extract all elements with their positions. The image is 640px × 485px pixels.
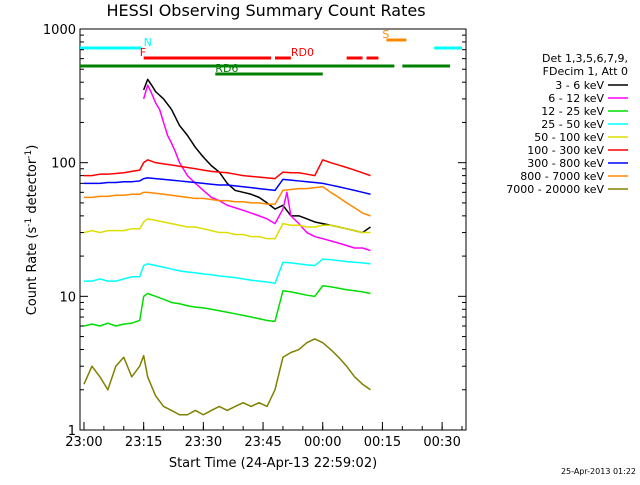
- x-tick-label-5: 00:15: [364, 435, 401, 450]
- x-tick-label-6: 00:30: [423, 435, 460, 450]
- chart-title: HESSI Observing Summary Count Rates: [106, 1, 425, 20]
- x-axis: 23:00 23:15 23:30 23:45 00:00 00:15 00:30: [65, 422, 463, 450]
- y-tick-label-2: 100: [51, 157, 76, 172]
- series-line-4: [83, 218, 371, 240]
- x-tick-label-1: 23:15: [125, 435, 162, 450]
- legend-header-line-1: Det 1,3,5,6,7,9,: [542, 52, 628, 65]
- y-axis-label-end: ): [25, 145, 40, 150]
- legend: Det 1,3,5,6,7,9, FDecim 1, Att 0 3 - 6 k…: [506, 52, 628, 196]
- x-tick-label-2: 23:30: [185, 435, 222, 450]
- series-line-1: [142, 84, 371, 252]
- y-axis-label-sup1: -1: [24, 218, 34, 227]
- legend-label-7: 800 - 7000 keV: [520, 170, 604, 183]
- y-tick-label-3: 1000: [43, 23, 76, 38]
- y-tick-label-1: 10: [59, 290, 76, 305]
- flag-layer: NF RD0 S RD6: [80, 28, 463, 76]
- series-layer: [83, 78, 371, 416]
- legend-label-3: 25 - 50 keV: [541, 118, 604, 131]
- x-tick-label-3: 23:45: [244, 435, 281, 450]
- plot-frame: [79, 28, 467, 431]
- x-axis-label: Start Time (24-Apr-13 22:59:02): [169, 456, 377, 471]
- series-line-8: [83, 338, 371, 416]
- y-axis: 1 10 100 1000: [43, 23, 466, 439]
- series-line-2: [83, 284, 371, 327]
- series-line-3: [83, 258, 371, 285]
- series-line-7: [83, 186, 371, 217]
- y-tick-label-0: 1: [68, 424, 76, 439]
- timestamp: 25-Apr-2013 01:22: [561, 467, 636, 476]
- legend-label-4: 50 - 100 keV: [534, 131, 604, 144]
- x-tick-label-4: 00:00: [304, 435, 341, 450]
- legend-header-line-2: FDecim 1, Att 0: [543, 65, 628, 78]
- y-axis-label-sup2: -1: [24, 150, 34, 159]
- legend-label-8: 7000 - 20000 keV: [506, 183, 604, 196]
- y-axis-label-mid: detector: [25, 158, 40, 218]
- flag-label-5: RD6: [215, 62, 238, 75]
- flag-label-0: N: [144, 36, 152, 49]
- x-tick-label-0: 23:00: [65, 435, 102, 450]
- y-axis-label: Count Rate (s-1 detector-1): [24, 145, 40, 316]
- legend-label-1: 6 - 12 keV: [548, 92, 604, 105]
- flag-label-2: RD0: [291, 46, 314, 59]
- flag-label-3: S: [382, 28, 389, 41]
- legend-label-0: 3 - 6 keV: [555, 79, 604, 92]
- series-line-5: [83, 159, 371, 180]
- legend-label-2: 12 - 25 keV: [541, 105, 604, 118]
- flag-label-1: F: [140, 46, 146, 59]
- legend-label-5: 100 - 300 keV: [527, 144, 604, 157]
- legend-label-6: 300 - 800 keV: [527, 157, 604, 170]
- series-line-6: [83, 177, 371, 196]
- y-axis-label-main: Count Rate (s: [25, 227, 40, 316]
